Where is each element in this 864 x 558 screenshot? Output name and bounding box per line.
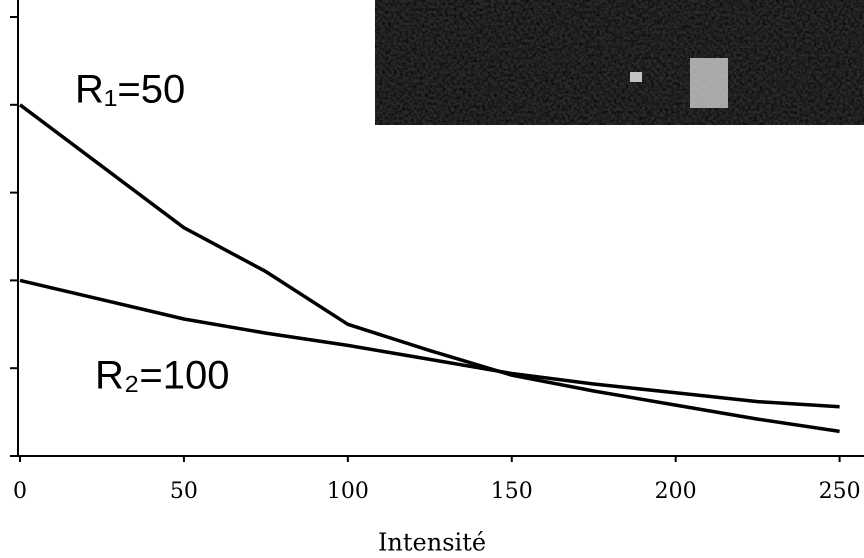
- inset-image: [375, 0, 864, 125]
- x-tick-label: 0: [13, 479, 27, 504]
- x-axis-label: Intensité: [378, 529, 486, 557]
- x-tick-label: 250: [819, 479, 861, 504]
- x-tick-label: 150: [491, 479, 533, 504]
- data-line: [18, 103, 840, 434]
- x-tick-label: 100: [327, 479, 369, 504]
- data-line: [19, 278, 840, 409]
- series-label: R₂=100: [95, 354, 230, 398]
- x-tick-label: 50: [170, 479, 198, 504]
- series-label: R₁=50: [75, 68, 185, 112]
- x-tick-label: 200: [655, 479, 697, 504]
